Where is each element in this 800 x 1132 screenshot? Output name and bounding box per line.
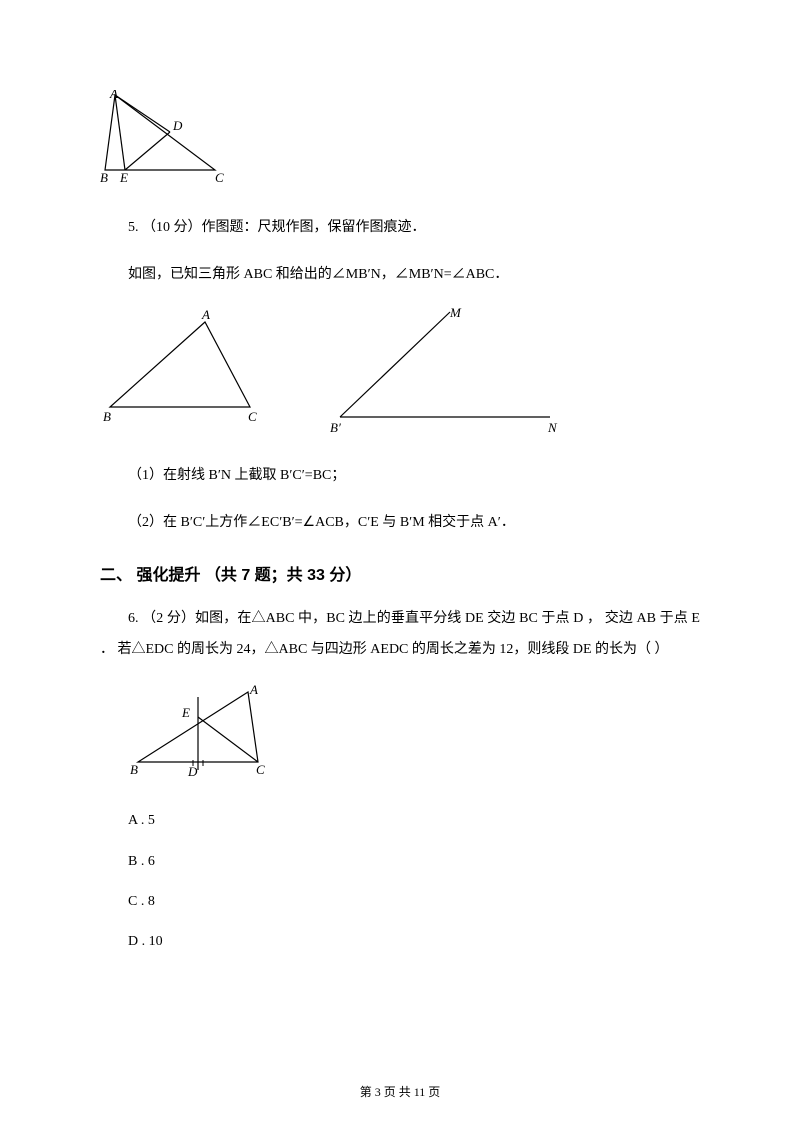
q5-sub2: （2）在 B′C′上方作∠EC′B′=∠ACB，C′E 与 B′M 相交于点 A… xyxy=(100,508,700,539)
label-Bp: B′ xyxy=(330,420,341,435)
label-C: C xyxy=(256,762,265,777)
section-2-heading: 二、 强化提升 （共 7 题；共 33 分） xyxy=(100,563,700,589)
label-E: E xyxy=(119,170,128,185)
figure-q4: A B E C D xyxy=(100,90,700,193)
label-A: A xyxy=(249,682,258,697)
q6-option-D[interactable]: D . 10 xyxy=(100,931,700,953)
q6-option-C[interactable]: C . 8 xyxy=(100,891,700,913)
label-C: C xyxy=(248,409,257,424)
q5-line1: 如图，已知三角形 ABC 和给出的∠MB′N，∠MB′N=∠ABC． xyxy=(100,260,700,291)
q5-angle-svg: M B′ N xyxy=(320,307,580,437)
label-N: N xyxy=(547,420,558,435)
figure-q6: A B C D E xyxy=(128,682,700,790)
figure-q4-svg: A B E C D xyxy=(100,90,240,185)
label-B: B xyxy=(103,409,111,424)
page-footer: 第 3 页 共 11 页 xyxy=(0,1083,800,1102)
label-D: D xyxy=(187,764,198,779)
label-M: M xyxy=(449,307,462,320)
label-B: B xyxy=(130,762,138,777)
q5-triangle-svg: A B C xyxy=(100,307,280,427)
label-D: D xyxy=(172,118,183,133)
figure-q6-svg: A B C D E xyxy=(128,682,288,782)
q6-text: 6. （2 分）如图，在△ABC 中，BC 边上的垂直平分线 DE 交边 BC … xyxy=(100,604,700,666)
label-B: B xyxy=(100,170,108,185)
label-C: C xyxy=(215,170,224,185)
q5-sub1: （1）在射线 B′N 上截取 B′C′=BC； xyxy=(100,461,700,492)
q6-option-B[interactable]: B . 6 xyxy=(100,851,700,873)
label-A: A xyxy=(109,90,118,101)
q5-prompt: 5. （10 分）作图题：尺规作图，保留作图痕迹． xyxy=(100,213,700,244)
q6-option-A[interactable]: A . 5 xyxy=(100,810,700,832)
label-A: A xyxy=(201,307,210,322)
label-E: E xyxy=(181,705,190,720)
q5-figures: A B C M B′ N xyxy=(100,307,700,437)
